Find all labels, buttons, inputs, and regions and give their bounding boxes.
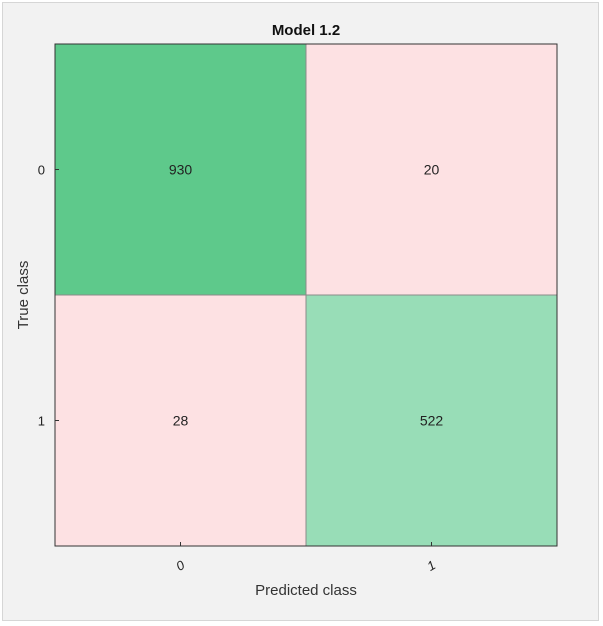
matrix-cells — [54, 43, 558, 547]
x-tick-label-0: 0 — [173, 557, 187, 574]
y-tick-label-1: 1 — [38, 414, 45, 429]
labels: 930 20 28 522 0 1 0 1 — [38, 162, 444, 574]
cell-value-label-1-0: 28 — [173, 413, 189, 429]
tick-marks — [55, 169, 432, 546]
cell-value-label-0-1: 20 — [424, 162, 440, 178]
cell-value-label-0-0: 930 — [169, 162, 193, 178]
y-axis-label: True class — [15, 261, 32, 330]
cell-value-label-1-1: 522 — [420, 413, 444, 429]
chart-title: Model 1.2 — [272, 22, 340, 39]
matrix-cell-1-1 — [305, 294, 558, 547]
x-axis-label: Predicted class — [255, 582, 357, 599]
plot-border — [54, 43, 558, 547]
x-tick-label-1: 1 — [424, 557, 438, 574]
y-tick-label-0: 0 — [38, 163, 45, 178]
matrix-cell-0-0 — [54, 43, 307, 296]
matrix-cell-1-0 — [54, 294, 307, 547]
